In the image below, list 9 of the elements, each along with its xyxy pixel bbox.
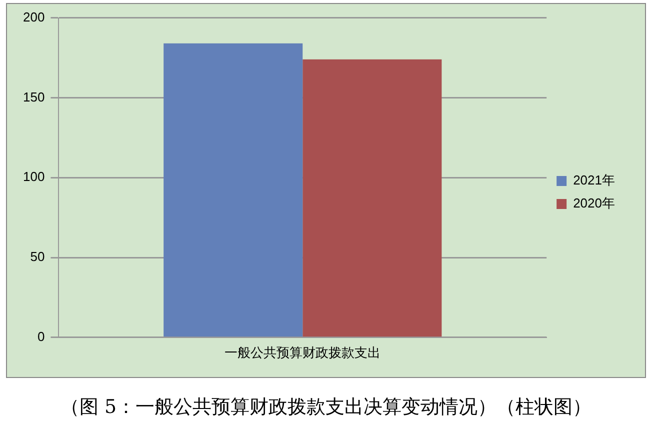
text: （图 5：一般公共预算财政拨款支出决算变动情况）（柱状图） xyxy=(59,395,593,420)
y-tick-label: 0 xyxy=(37,328,45,344)
y-tick-label: 150 xyxy=(22,89,45,104)
legend-label: 2020年 xyxy=(573,196,615,211)
y-tick-label: 100 xyxy=(22,169,45,184)
y-tick-label: 50 xyxy=(30,249,45,264)
legend-label: 2021年 xyxy=(573,172,615,188)
y-tick-label: 200 xyxy=(22,9,45,24)
x-tick-label: 一般公共预算财政拨款支出 xyxy=(224,344,381,360)
